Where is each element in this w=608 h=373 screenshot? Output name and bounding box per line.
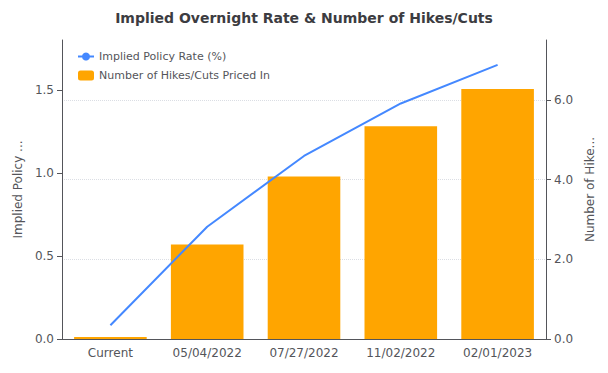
svg-text:1.0: 1.0: [35, 166, 54, 180]
svg-text:Number of Hikes/Cuts Priced In: Number of Hikes/Cuts Priced In: [99, 69, 270, 82]
svg-text:11/02/2022: 11/02/2022: [366, 346, 435, 360]
svg-text:0.0: 0.0: [554, 332, 573, 346]
svg-text:6.0: 6.0: [554, 93, 573, 107]
svg-text:02/01/2023: 02/01/2023: [463, 346, 532, 360]
svg-text:Number of Hike...: Number of Hike...: [583, 137, 597, 242]
svg-text:0.0: 0.0: [35, 332, 54, 346]
svg-text:2.0: 2.0: [554, 252, 573, 266]
svg-text:Implied Policy Rate (%): Implied Policy Rate (%): [99, 50, 226, 63]
svg-text:05/04/2022: 05/04/2022: [173, 346, 242, 360]
svg-text:Implied Overnight Rate & Numbe: Implied Overnight Rate & Number of Hikes…: [115, 10, 493, 26]
svg-text:07/27/2022: 07/27/2022: [269, 346, 338, 360]
svg-text:1.5: 1.5: [35, 83, 54, 97]
svg-text:4.0: 4.0: [554, 173, 573, 187]
svg-text:Implied Policy ...: Implied Policy ...: [11, 140, 25, 238]
svg-text:0.5: 0.5: [35, 249, 54, 263]
svg-text:Current: Current: [88, 346, 133, 360]
